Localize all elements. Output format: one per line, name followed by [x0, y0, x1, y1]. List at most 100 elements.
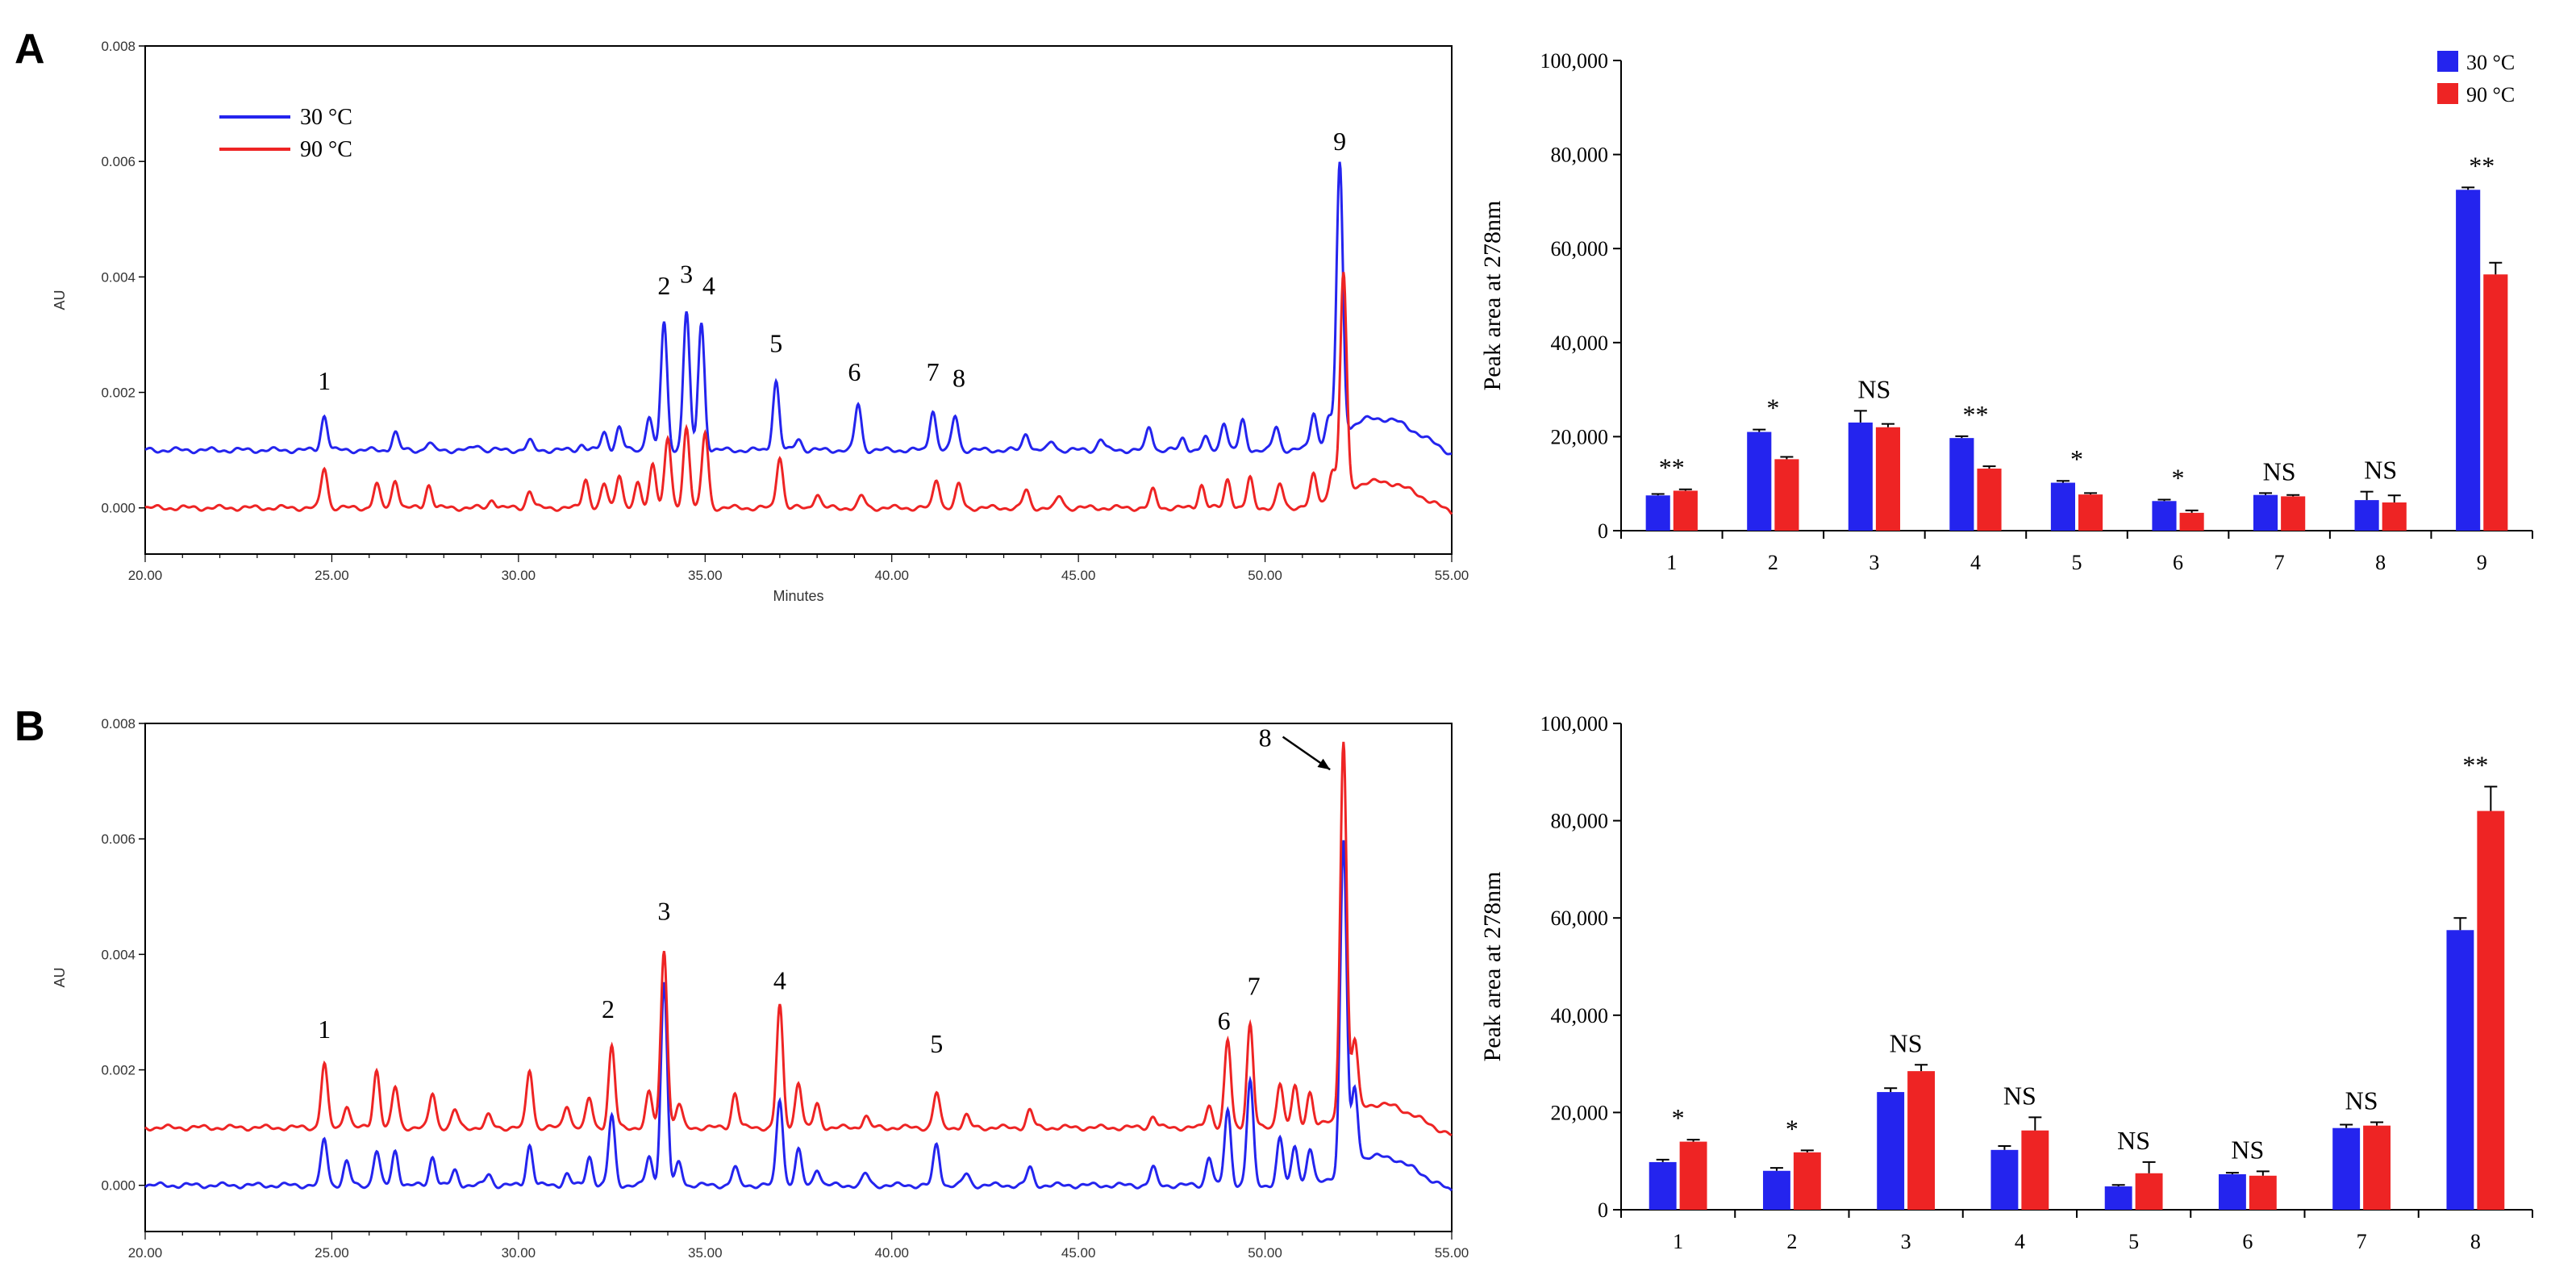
bar-90c	[1977, 469, 2002, 531]
bar-90c	[2078, 494, 2103, 531]
peak-label: 6	[1218, 1006, 1231, 1035]
bar-90c	[2249, 1175, 2277, 1210]
x-tick-label: 30.00	[502, 568, 536, 583]
y-tick-label: 60,000	[1551, 237, 1609, 260]
y-tick-label: 0.006	[101, 831, 135, 847]
y-tick-label: 100,000	[1540, 712, 1609, 736]
legend-swatch	[2437, 51, 2458, 72]
x-tick-label: 40.00	[874, 568, 909, 583]
y-tick-label: 80,000	[1551, 144, 1609, 167]
y-tick-label: 40,000	[1551, 1004, 1609, 1027]
x-tick-label: 8	[2375, 551, 2386, 574]
y-tick-label: 80,000	[1551, 810, 1609, 833]
bar-90c	[2179, 512, 2204, 531]
peak-label: 4	[702, 271, 715, 300]
bar-90c	[2021, 1130, 2049, 1210]
legend-label: 90 °C	[300, 137, 352, 162]
bar-30c	[1645, 495, 1670, 531]
bar-30c	[1848, 422, 1873, 531]
x-tick-label: 4	[2015, 1230, 2025, 1253]
y-tick-label: 0.002	[101, 386, 135, 401]
x-tick-label: 4	[1970, 551, 1981, 574]
panel-letter: B	[15, 703, 45, 750]
y-tick-label: 0	[1598, 519, 1608, 543]
x-tick-label: 6	[2242, 1230, 2253, 1253]
significance-label: NS	[2003, 1081, 2036, 1110]
y-tick-label: 100,000	[1540, 49, 1609, 73]
peak-label: 1	[318, 1015, 331, 1044]
y-tick-label: 40,000	[1551, 331, 1609, 355]
bar-30c	[1649, 1161, 1677, 1210]
bar-90c	[2483, 274, 2508, 531]
peak-label: 8	[1259, 723, 1272, 752]
x-tick-label: 5	[2128, 1230, 2139, 1253]
bar-90c	[1679, 1141, 1707, 1210]
bar-90c	[2363, 1125, 2391, 1210]
x-tick-label: 9	[2477, 551, 2487, 574]
bar-30c	[1990, 1149, 2019, 1210]
y-tick-label: 0.000	[101, 1178, 135, 1194]
bar-90c	[2477, 811, 2505, 1210]
trace-0	[144, 840, 1453, 1192]
bar-90c	[2382, 502, 2407, 531]
peak-label: 2	[657, 271, 670, 300]
y-tick-label: 0.000	[101, 501, 135, 516]
bar-30c	[2446, 930, 2474, 1210]
significance-label: NS	[1890, 1028, 1923, 1057]
y-tick-label: 20,000	[1551, 1101, 1609, 1124]
x-tick-label: 45.00	[1061, 1245, 1096, 1261]
trace-1	[144, 741, 1453, 1136]
panel-letter: A	[15, 26, 45, 73]
legend-label: 30 °C	[300, 105, 352, 130]
y-tick-label: 0.008	[101, 716, 135, 731]
x-tick-label: 55.00	[1435, 1245, 1469, 1261]
y-axis-label: Peak area at 278nm	[1479, 201, 1506, 391]
x-tick-label: 25.00	[315, 568, 349, 583]
bar-90c	[1875, 427, 1901, 531]
bar-90c	[2281, 496, 2306, 531]
bar-30c	[1747, 431, 1772, 531]
bar-30c	[1949, 438, 1974, 531]
bar-30c	[2456, 190, 2481, 531]
x-tick-label: 5	[2072, 551, 2082, 574]
y-axis-label: Peak area at 278nm	[1479, 872, 1506, 1062]
bar-30c	[1877, 1092, 1905, 1210]
significance-label: *	[2172, 464, 2185, 493]
x-axis-label: Minutes	[773, 588, 823, 604]
x-tick-label: 35.00	[688, 1245, 723, 1261]
trace-0	[144, 161, 1452, 456]
y-axis-label: AU	[52, 967, 68, 987]
peak-label: 6	[848, 357, 861, 386]
trace-1	[144, 272, 1453, 515]
panel-a-chromatogram: A 0.000 0.002 0.004 0.006 0.008 20.00 25.00 30.0…	[15, 26, 1469, 604]
y-tick-label: 0.002	[101, 1063, 135, 1078]
arrow-head	[1317, 758, 1331, 770]
bar-30c	[2152, 501, 2177, 531]
y-tick-label: 0.004	[101, 269, 135, 285]
y-tick-label: 20,000	[1551, 425, 1609, 448]
x-tick-label: 50.00	[1248, 568, 1282, 583]
significance-label: **	[2462, 750, 2488, 779]
bar-90c	[1673, 490, 1698, 531]
x-tick-label: 20.00	[128, 1245, 163, 1261]
x-tick-label: 40.00	[874, 1245, 909, 1261]
bar-30c	[1762, 1170, 1790, 1210]
x-tick-label: 50.00	[1248, 1245, 1282, 1261]
bar-90c	[2135, 1173, 2163, 1210]
bar-30c	[2253, 494, 2278, 531]
peak-label: 5	[930, 1029, 943, 1058]
peak-label: 4	[773, 965, 786, 994]
significance-label: *	[1672, 1103, 1685, 1132]
x-tick-label: 8	[2470, 1230, 2481, 1253]
x-tick-label: 1	[1666, 551, 1677, 574]
panel-b-bar-chart: 0 20,000 40,000 60,000 80,000 100,000 1 2 3 4 5 6 7 8…	[1479, 712, 2533, 1253]
significance-label: *	[1786, 1114, 1799, 1143]
bar-30c	[2050, 482, 2075, 531]
peak-label: 8	[952, 363, 965, 392]
significance-label: NS	[2117, 1126, 2150, 1155]
y-tick-label: 0.008	[101, 39, 135, 54]
x-tick-label: 2	[1768, 551, 1778, 574]
peak-label: 7	[927, 357, 940, 386]
x-tick-label: 3	[1869, 551, 1879, 574]
